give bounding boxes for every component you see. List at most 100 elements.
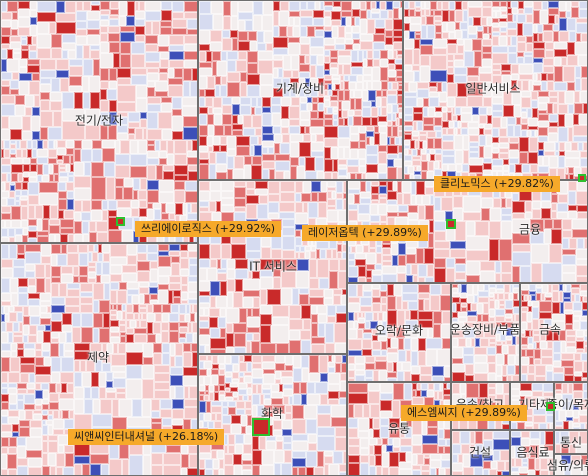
stock-cell[interactable]: [175, 236, 183, 242]
stock-cell[interactable]: [262, 147, 268, 154]
stock-cell[interactable]: [93, 300, 99, 313]
stock-cell[interactable]: [104, 162, 115, 177]
stock-cell[interactable]: [25, 95, 34, 107]
stock-cell[interactable]: [532, 307, 539, 319]
stock-cell[interactable]: [562, 255, 576, 265]
stock-cell[interactable]: [305, 251, 310, 259]
stock-cell[interactable]: [398, 145, 402, 153]
stock-cell[interactable]: [341, 11, 352, 17]
stock-cell[interactable]: [350, 98, 355, 110]
stock-cell[interactable]: [248, 31, 257, 41]
stock-cell[interactable]: [49, 219, 60, 225]
stock-cell[interactable]: [447, 171, 456, 179]
stock-cell[interactable]: [481, 17, 487, 26]
stock-cell[interactable]: [110, 265, 122, 274]
stock-cell[interactable]: [330, 63, 338, 68]
stock-cell[interactable]: [404, 65, 412, 71]
stock-cell[interactable]: [474, 373, 488, 381]
stock-cell[interactable]: [56, 70, 69, 78]
stock-cell[interactable]: [158, 284, 169, 290]
stock-cell[interactable]: [531, 130, 535, 137]
stock-cell[interactable]: [62, 325, 72, 332]
stock-cell[interactable]: [567, 82, 575, 91]
stock-cell[interactable]: [399, 8, 402, 19]
stock-cell[interactable]: [1, 424, 12, 432]
stock-cell[interactable]: [387, 145, 398, 154]
stock-cell[interactable]: [49, 393, 59, 402]
stock-cell[interactable]: [479, 128, 484, 135]
stock-cell[interactable]: [440, 295, 450, 311]
stock-cell[interactable]: [28, 467, 42, 475]
stock-cell[interactable]: [548, 15, 555, 24]
stock-cell[interactable]: [57, 155, 63, 160]
stock-cell[interactable]: [128, 122, 140, 128]
stock-cell[interactable]: [447, 39, 457, 44]
stock-cell[interactable]: [343, 64, 351, 75]
stock-cell[interactable]: [483, 158, 492, 163]
stock-cell[interactable]: [127, 1, 135, 16]
stock-cell[interactable]: [135, 11, 145, 19]
stock-cell[interactable]: [293, 382, 300, 394]
stock-cell[interactable]: [354, 110, 362, 116]
stock-cell[interactable]: [380, 59, 388, 67]
stock-cell[interactable]: [292, 70, 299, 78]
stock-cell[interactable]: [236, 136, 250, 146]
stock-cell[interactable]: [342, 101, 350, 110]
stock-cell[interactable]: [144, 294, 150, 304]
stock-cell[interactable]: [418, 264, 427, 277]
stock-cell[interactable]: [393, 19, 402, 30]
stock-cell[interactable]: [227, 149, 236, 156]
stock-cell[interactable]: [40, 59, 56, 70]
stock-cell[interactable]: [64, 210, 74, 219]
stock-cell[interactable]: [113, 53, 120, 68]
stock-cell[interactable]: [64, 419, 74, 429]
stock-cell[interactable]: [18, 27, 30, 36]
stock-cell[interactable]: [333, 7, 341, 11]
stock-cell[interactable]: [387, 296, 396, 310]
stock-cell[interactable]: [35, 205, 43, 219]
stock-cell[interactable]: [11, 29, 18, 36]
stock-cell[interactable]: [91, 210, 102, 221]
stock-cell[interactable]: [122, 459, 129, 475]
stock-cell[interactable]: [181, 276, 188, 285]
stock-cell[interactable]: [275, 363, 285, 371]
stock-cell[interactable]: [360, 297, 372, 306]
sector-electronics[interactable]: [0, 0, 198, 243]
stock-cell[interactable]: [160, 399, 172, 409]
stock-cell[interactable]: [463, 150, 469, 164]
stock-cell[interactable]: [406, 248, 416, 254]
stock-cell[interactable]: [571, 7, 579, 18]
stock-cell[interactable]: [348, 438, 360, 446]
stock-cell[interactable]: [324, 45, 335, 50]
stock-cell[interactable]: [338, 110, 342, 118]
stock-cell[interactable]: [318, 314, 327, 323]
stock-cell[interactable]: [426, 338, 442, 349]
stock-cell[interactable]: [404, 383, 412, 400]
stock-cell[interactable]: [187, 19, 197, 29]
stock-cell[interactable]: [82, 372, 91, 387]
stock-cell[interactable]: [376, 246, 382, 253]
stock-cell[interactable]: [500, 7, 507, 11]
stock-cell[interactable]: [501, 198, 506, 208]
stock-cell[interactable]: [455, 1, 462, 10]
stock-cell[interactable]: [563, 66, 575, 82]
stock-cell[interactable]: [482, 39, 492, 46]
stock-cell[interactable]: [338, 126, 350, 138]
stock-cell[interactable]: [397, 50, 402, 55]
stock-cell[interactable]: [231, 1, 238, 16]
stock-cell[interactable]: [387, 154, 398, 159]
stock-cell[interactable]: [59, 332, 66, 343]
stock-cell[interactable]: [227, 269, 235, 279]
stock-cell[interactable]: [434, 126, 442, 131]
stock-cell[interactable]: [535, 365, 546, 376]
stock-cell[interactable]: [214, 392, 219, 401]
stock-cell[interactable]: [7, 173, 11, 182]
stock-cell[interactable]: [43, 390, 49, 399]
stock-cell[interactable]: [292, 405, 304, 419]
stock-cell[interactable]: [579, 415, 587, 423]
stock-cell[interactable]: [160, 52, 169, 59]
highlight-marker-cnintl[interactable]: [252, 418, 270, 436]
stock-cell[interactable]: [331, 417, 346, 427]
stock-cell[interactable]: [174, 140, 187, 154]
stock-cell[interactable]: [1, 95, 15, 104]
